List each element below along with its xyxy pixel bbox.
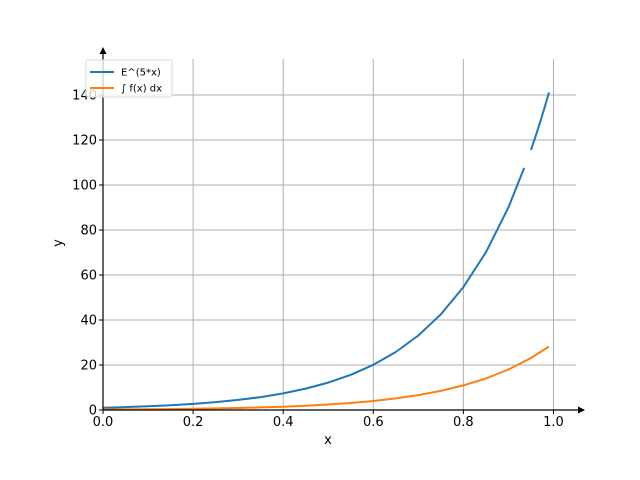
y-tick-label: 120: [72, 134, 97, 149]
x-tick-label: 0.4: [273, 415, 294, 430]
x-tick-label: 0.6: [363, 415, 384, 430]
y-tick-label: 100: [72, 179, 97, 194]
y-axis-label: y: [51, 239, 66, 247]
x-ticks: 0.0 0.2 0.4 0.6 0.8 1.0: [93, 410, 564, 430]
plot-series: [102, 92, 550, 411]
legend: E^(5*x) ∫ f(x) dx: [85, 59, 173, 98]
grid: [103, 59, 576, 410]
y-tick-label: 60: [80, 269, 97, 284]
y-tick-label: 20: [80, 359, 97, 374]
x-tick-label: 0.0: [93, 415, 114, 430]
y-tick-label: 80: [80, 224, 97, 239]
y-tick-label: 40: [80, 314, 97, 329]
series-line-2-segment-1: [102, 345, 550, 411]
y-axis-arrow-icon: [99, 47, 107, 54]
y-tick-label: 0: [89, 404, 97, 419]
legend-label-2: ∫ f(x) dx: [121, 84, 162, 95]
x-tick-label: 1.0: [543, 415, 564, 430]
x-axis-arrow-icon: [578, 406, 585, 414]
x-tick-label: 0.8: [453, 415, 474, 430]
legend-label-1: E^(5*x): [121, 68, 161, 79]
x-tick-label: 0.2: [183, 415, 204, 430]
x-axis-label: x: [324, 433, 332, 448]
series-line-1-segment-2: [530, 92, 550, 151]
series-line-1-segment-1: [102, 167, 526, 409]
